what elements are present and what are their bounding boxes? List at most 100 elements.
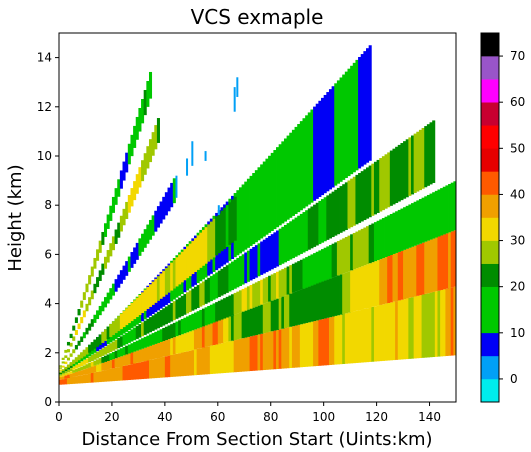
sweep-cell — [246, 286, 250, 310]
sweep-cell — [133, 300, 137, 320]
sweep-cell — [103, 346, 108, 355]
sweep-cell — [358, 310, 362, 363]
sweep-cell — [244, 252, 248, 284]
sweep-cell — [347, 271, 351, 313]
sweep-cell — [328, 245, 333, 279]
sweep-cell — [127, 353, 131, 365]
sweep-cell — [339, 314, 343, 365]
sweep-cell — [80, 366, 84, 371]
y-tick-label: 8 — [44, 198, 52, 212]
sweep-cell — [93, 360, 97, 366]
sweep-cell — [66, 341, 70, 346]
sweep-cell — [101, 362, 105, 371]
sweep-cell — [283, 328, 288, 369]
sweep-cell — [106, 344, 110, 354]
sweep-cell — [159, 310, 163, 327]
sweep-cell — [74, 371, 78, 377]
sweep-cell — [384, 257, 388, 304]
sweep-cell — [257, 281, 261, 306]
sweep-cell — [207, 346, 211, 375]
sweep-cell — [119, 270, 123, 284]
sweep-cell — [191, 313, 195, 331]
colorbar-bin — [481, 102, 499, 126]
sweep-cell — [193, 238, 198, 272]
sweep-cell — [294, 325, 298, 368]
sweep-cell — [276, 298, 280, 330]
sweep-cell — [217, 213, 221, 254]
sweep-cell — [453, 230, 457, 287]
colorbar-bin — [481, 263, 499, 287]
sweep-cell — [413, 133, 417, 193]
sweep-cell — [313, 204, 317, 247]
sweep-cell — [305, 287, 309, 323]
sweep-cell — [416, 200, 420, 245]
sweep-cell — [69, 362, 73, 366]
sweep-cell — [196, 348, 200, 375]
sweep-cell — [424, 196, 428, 242]
sweep-cell — [233, 292, 237, 315]
sweep-cell — [98, 334, 102, 345]
sweep-cell — [445, 233, 449, 289]
sweep-cell — [133, 181, 137, 201]
sweep-cell — [196, 235, 200, 270]
sweep-cell — [186, 351, 190, 376]
sweep-cell — [432, 291, 436, 358]
sweep-cell — [77, 340, 81, 346]
sweep-cell — [127, 344, 131, 354]
sweep-cell — [360, 54, 364, 167]
sweep-cell — [352, 232, 356, 270]
sweep-cell — [101, 370, 105, 382]
sweep-cell — [69, 342, 73, 347]
sweep-cell — [299, 259, 303, 290]
sweep-cell — [164, 192, 168, 216]
sweep-cell — [448, 232, 452, 289]
sweep-cell — [204, 227, 208, 264]
sweep-cell — [281, 296, 285, 329]
sweep-cell — [117, 179, 121, 197]
y-tick-label: 12 — [37, 100, 52, 114]
sweep-cell — [281, 141, 285, 224]
sweep-cell — [106, 354, 110, 362]
sweep-cell — [437, 290, 441, 357]
sweep-cell — [103, 256, 108, 269]
sweep-cell — [262, 161, 266, 237]
sweep-cell — [350, 65, 354, 175]
colorbar-tick-label: 40 — [510, 187, 525, 201]
sweep-cell — [72, 376, 76, 384]
sweep-cell — [61, 374, 65, 377]
sweep-cell — [186, 292, 190, 314]
sweep-cell — [413, 245, 417, 297]
sweep-cell — [122, 310, 126, 328]
sweep-cell — [209, 345, 213, 374]
sweep-cell — [122, 355, 126, 366]
sweep-cell — [201, 281, 205, 306]
sweep-cell — [164, 340, 168, 357]
sweep-cell — [217, 300, 221, 321]
sweep-cell — [59, 367, 63, 369]
sweep-cell — [389, 255, 393, 303]
sweep-cell — [191, 288, 195, 311]
sweep-cell — [418, 129, 422, 191]
sweep-cell — [178, 335, 182, 354]
plot-frame — [58, 32, 457, 403]
sweep-cell — [223, 207, 227, 250]
sweep-cell — [238, 187, 243, 254]
sweep-cell — [418, 243, 422, 296]
sweep-cell — [336, 80, 340, 184]
sweep-cell — [281, 328, 285, 369]
sweep-cell — [148, 334, 153, 346]
sweep-cell — [151, 315, 155, 331]
sweep-cell — [334, 189, 338, 236]
sweep-cell — [315, 202, 319, 246]
sweep-cell — [178, 353, 182, 377]
sweep-cell — [170, 338, 174, 355]
sweep-cell — [313, 321, 317, 367]
sweep-cell — [146, 224, 150, 244]
sweep-cell — [305, 322, 309, 367]
sweep-cell — [167, 304, 171, 323]
sweep-cell — [366, 48, 370, 163]
colorbar-bin — [481, 378, 499, 403]
sweep-1 — [59, 286, 457, 385]
sweep-cell — [101, 348, 105, 356]
sweep-cell — [146, 318, 150, 334]
